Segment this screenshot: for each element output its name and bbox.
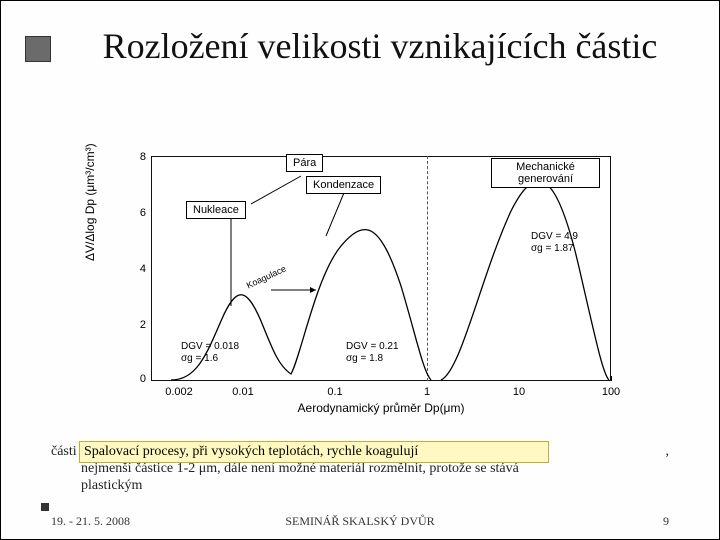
annot-peak2-l1: DGV = 0.21 [346,341,399,352]
ytick-2: 2 [101,319,146,331]
slide-title: Rozložení velikosti vznikajících částic [81,26,679,67]
chart-area: ΔV/Δlog Dp (μm³/cm³) Aerodynamický průmě… [91,146,631,426]
ytick-0: 0 [101,373,146,385]
decor-corner-bullet [41,503,49,511]
annot-peak2: DGV = 0.21 σg = 1.8 [346,341,399,365]
annot-peak2-l2: σg = 1.8 [346,353,383,364]
body-trail: , [666,444,670,461]
annot-peak3: DGV = 4.9 σg = 1.87 [531,231,578,255]
xtick-01: 0.1 [327,386,342,398]
footer-center: SEMINÁŘ SKALSKÝ DVŮR [51,514,669,529]
annot-peak1-l2: σg = 1.6 [181,353,218,364]
body-line2: nejmenší částice 1-2 μm, dále není možné… [51,461,519,476]
label-kondenzace: Kondenzace [306,176,381,194]
ytick-6: 6 [101,207,146,219]
footer: 19. - 21. 5. 2008 SEMINÁŘ SKALSKÝ DVŮR 9 [51,514,669,529]
annot-peak1-l1: DGV = 0.018 [181,341,239,352]
ytick-8: 8 [101,151,146,163]
annot-peak3-l1: DGV = 4.9 [531,231,578,242]
annot-peak1: DGV = 0.018 σg = 1.6 [181,341,239,365]
annot-peak3-l2: σg = 1.87 [531,243,574,254]
label-mechanicke: Mechanické generování [491,158,600,188]
decor-accent-box [25,36,51,62]
chart-ylabel: ΔV/Δlog Dp (μm³/cm³) [83,143,97,261]
tick [611,376,612,381]
xtick-001: 0.01 [232,386,253,398]
body-prefix: části [51,444,77,459]
xtick-1: 1 [424,386,430,398]
xtick-100: 100 [602,386,620,398]
highlight-callout: Spalovací procesy, při vysokých teplotác… [79,441,549,463]
label-para: Pára [286,154,323,172]
body-line3: plastickým [51,478,142,493]
xtick-10: 10 [513,386,525,398]
chart-xlabel: Aerodynamický průměr Dp(μm) [151,401,611,415]
ytick-4: 4 [101,263,146,275]
xtick-0002: 0.002 [165,386,193,398]
slide: Rozložení velikosti vznikajících částic … [0,0,720,540]
label-nukleace: Nukleace [186,201,246,219]
